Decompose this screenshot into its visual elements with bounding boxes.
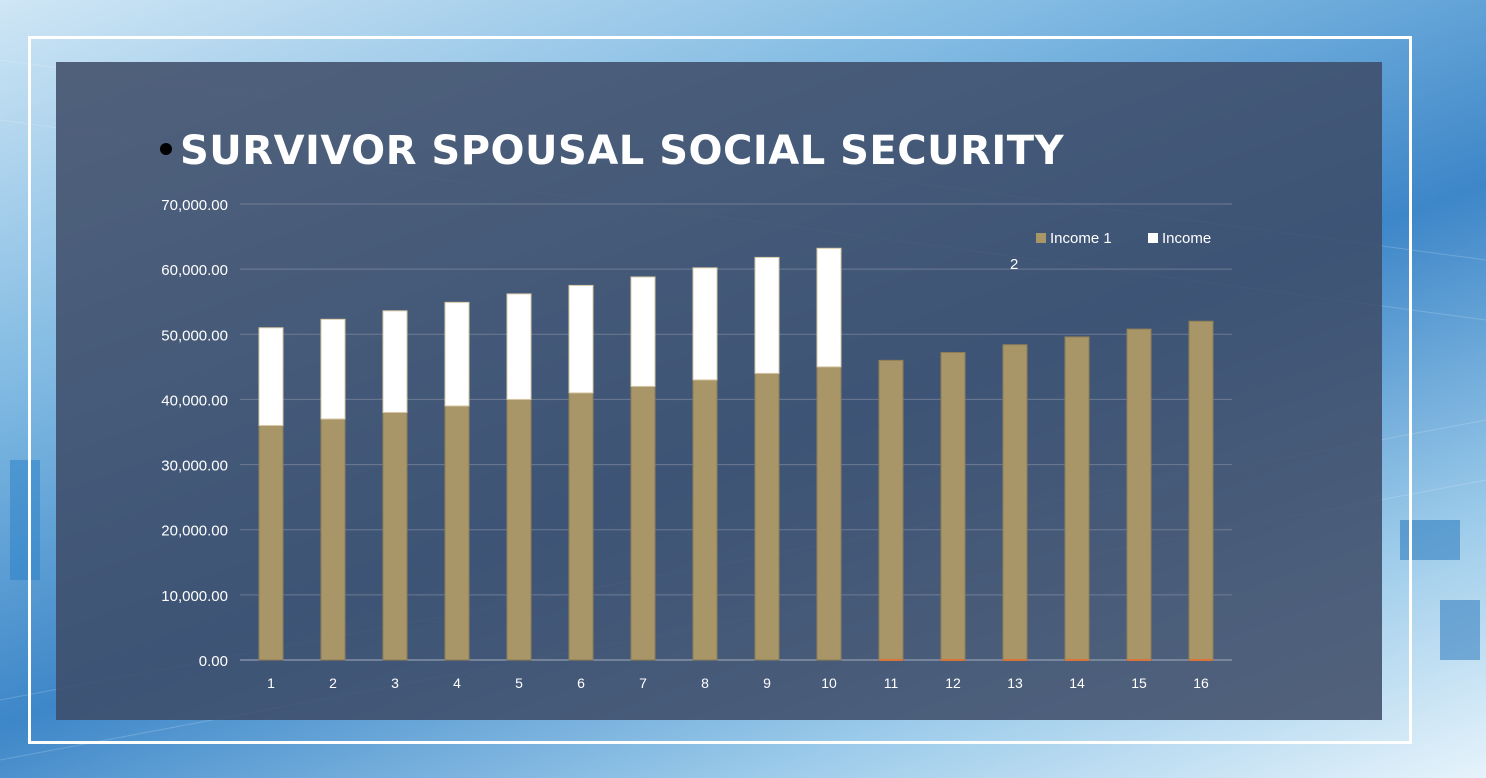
y-tick-label: 50,000.00 — [161, 327, 228, 344]
y-tick-label: 0.00 — [199, 653, 228, 670]
x-tick-label: 9 — [763, 675, 771, 691]
bar-income-2-4 — [444, 301, 470, 407]
bar-income-1-11 — [878, 359, 904, 661]
y-tick-label: 60,000.00 — [161, 262, 228, 279]
bar-income-1-15 — [1126, 328, 1152, 661]
bar-income-1-6 — [568, 392, 594, 661]
bar-income-1-14 — [1064, 336, 1090, 661]
bullet-icon — [160, 143, 172, 155]
x-tick-label: 13 — [1007, 675, 1023, 691]
x-tick-label: 3 — [391, 675, 399, 691]
slide-frame — [28, 36, 1412, 744]
bar-income-1-9 — [754, 372, 780, 661]
legend-label-income-2-suffix: 2 — [1010, 256, 1018, 273]
bar-income-1-3 — [382, 411, 408, 661]
x-tick-label: 7 — [639, 675, 647, 691]
bar-income-2-8 — [692, 267, 718, 381]
y-tick-label: 40,000.00 — [161, 392, 228, 409]
x-tick-label: 6 — [577, 675, 585, 691]
bar-income-2-6 — [568, 284, 594, 394]
x-tick-label: 12 — [945, 675, 961, 691]
bar-income-2-3 — [382, 310, 408, 413]
bar-income-2-9 — [754, 256, 780, 374]
x-tick-label: 1 — [267, 675, 275, 691]
bar-income-2-7 — [630, 276, 656, 387]
bar-income-1-12 — [940, 352, 966, 661]
bar-income-2-2 — [320, 318, 346, 420]
bar-income-2-5 — [506, 293, 532, 400]
x-tick-label: 2 — [329, 675, 337, 691]
y-tick-label: 20,000.00 — [161, 523, 228, 540]
bar-income-1-1 — [258, 424, 284, 661]
bar-income-2-10 — [816, 247, 842, 368]
legend-label-income-1: Income 1 — [1050, 230, 1112, 247]
x-tick-label: 15 — [1131, 675, 1147, 691]
x-tick-label: 10 — [821, 675, 837, 691]
legend-label-income-2: Income — [1162, 230, 1211, 247]
bar-income-1-16 — [1188, 320, 1214, 661]
slide-title-text: SURVIVOR SPOUSAL SOCIAL SECURITY — [180, 128, 1065, 174]
x-tick-label: 5 — [515, 675, 523, 691]
y-tick-label: 10,000.00 — [161, 588, 228, 605]
bar-income-1-2 — [320, 418, 346, 661]
x-tick-label: 14 — [1069, 675, 1085, 691]
x-tick-label: 8 — [701, 675, 709, 691]
legend-swatch-income-2 — [1148, 233, 1158, 243]
x-tick-label: 4 — [453, 675, 461, 691]
x-tick-label: 16 — [1193, 675, 1209, 691]
legend-swatch-income-1 — [1036, 233, 1046, 243]
y-tick-label: 30,000.00 — [161, 458, 228, 475]
bar-income-1-7 — [630, 385, 656, 661]
bar-income-1-10 — [816, 366, 842, 661]
bar-income-2-1 — [258, 327, 284, 426]
bar-income-1-5 — [506, 398, 532, 661]
y-tick-label: 70,000.00 — [161, 197, 228, 214]
bar-income-1-13 — [1002, 344, 1028, 661]
x-tick-label: 11 — [884, 675, 899, 691]
slide-title: SURVIVOR SPOUSAL SOCIAL SECURITY — [160, 128, 1064, 174]
bar-income-1-4 — [444, 405, 470, 661]
bar-income-1-8 — [692, 379, 718, 661]
